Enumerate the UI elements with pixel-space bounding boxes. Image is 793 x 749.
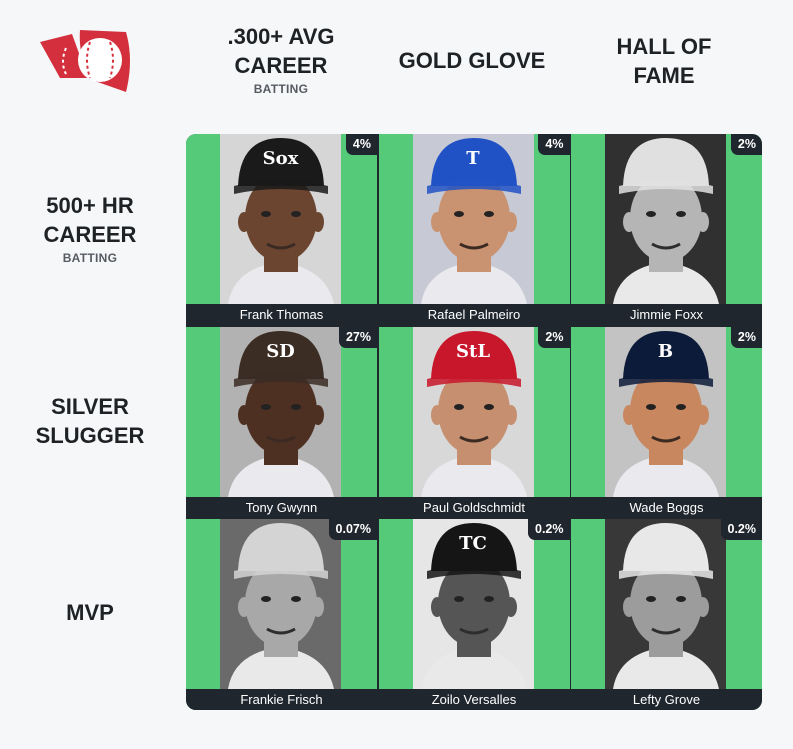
answer-grid: Sox 4% Frank Thomas T 4% Rafael Palmeiro 2% Jim… [186, 134, 762, 710]
rarity-percent: 2% [730, 134, 762, 155]
row-header-3: MVP [0, 598, 180, 627]
grid-cell[interactable]: 0.07% Frankie Frisch [186, 519, 377, 710]
player-name: Jimmie Foxx [571, 304, 762, 325]
cap-logo: SD [266, 340, 295, 362]
rarity-percent: 4% [345, 134, 377, 155]
player-photo: SD [220, 326, 341, 497]
player-photo: T [412, 134, 534, 304]
cap-logo: Sox [262, 148, 299, 169]
player-name: Frank Thomas [186, 304, 377, 325]
grid-divider [186, 517, 762, 519]
cap-logo: TC [459, 533, 487, 554]
player-name: Tony Gwynn [186, 496, 377, 518]
row-header-1: 500+ HR CAREER BATTING [0, 191, 180, 265]
column-title: .300+ AVG CAREER [227, 24, 335, 78]
cap-logo: StL [456, 340, 490, 362]
row-title: MVP [66, 600, 114, 625]
row-header-2: SILVER SLUGGER [0, 392, 180, 450]
grid-cell[interactable]: B 2% Wade Boggs [571, 326, 762, 518]
player-name: Wade Boggs [571, 496, 762, 518]
column-subtitle: BATTING [253, 82, 309, 96]
grid-cell[interactable]: Sox 4% Frank Thomas [186, 134, 377, 325]
grid-cell[interactable]: StL 2% Paul Goldschmidt [378, 326, 570, 518]
player-photo: TC [412, 519, 534, 689]
rarity-percent: 0.2% [720, 519, 762, 540]
row-subtitle: BATTING [62, 251, 118, 265]
player-photo: B [605, 326, 726, 497]
row-title: 500+ HR CAREER [43, 193, 137, 247]
column-header-1: .300+ AVG CAREER BATTING [186, 22, 376, 96]
cap-logo: T [466, 148, 480, 169]
cap-logo: B [657, 340, 674, 362]
rarity-percent: 4% [538, 134, 570, 155]
player-name: Rafael Palmeiro [378, 304, 570, 325]
rarity-percent: 2% [538, 326, 570, 348]
grid-cell[interactable]: TC 0.2% Zoilo Versalles [378, 519, 570, 710]
rarity-percent: 0.07% [328, 519, 377, 540]
player-photo: StL [412, 326, 534, 497]
player-photo [605, 519, 726, 689]
app-logo [40, 30, 130, 92]
player-name: Paul Goldschmidt [378, 496, 570, 518]
grid-divider [569, 134, 571, 710]
rarity-percent: 27% [338, 326, 377, 348]
column-header-3: HALL OF FAME [569, 32, 759, 90]
player-name: Lefty Grove [571, 689, 762, 710]
player-photo [605, 134, 726, 304]
rarity-percent: 0.2% [528, 519, 570, 540]
grid-cell[interactable]: 2% Jimmie Foxx [571, 134, 762, 325]
grid-divider [377, 134, 379, 710]
column-header-2: GOLD GLOVE [377, 46, 567, 75]
grid-cell[interactable]: T 4% Rafael Palmeiro [378, 134, 570, 325]
grid-cell[interactable]: 0.2% Lefty Grove [571, 519, 762, 710]
player-name: Frankie Frisch [186, 689, 377, 710]
grid-divider [186, 325, 762, 327]
player-photo [220, 519, 341, 689]
player-name: Zoilo Versalles [378, 689, 570, 710]
player-photo: Sox [220, 134, 341, 304]
rarity-percent: 2% [730, 326, 762, 348]
column-title: GOLD GLOVE [398, 48, 546, 73]
grid-cell[interactable]: SD 27% Tony Gwynn [186, 326, 377, 518]
column-title: HALL OF FAME [616, 34, 712, 88]
row-title: SILVER SLUGGER [35, 394, 145, 448]
